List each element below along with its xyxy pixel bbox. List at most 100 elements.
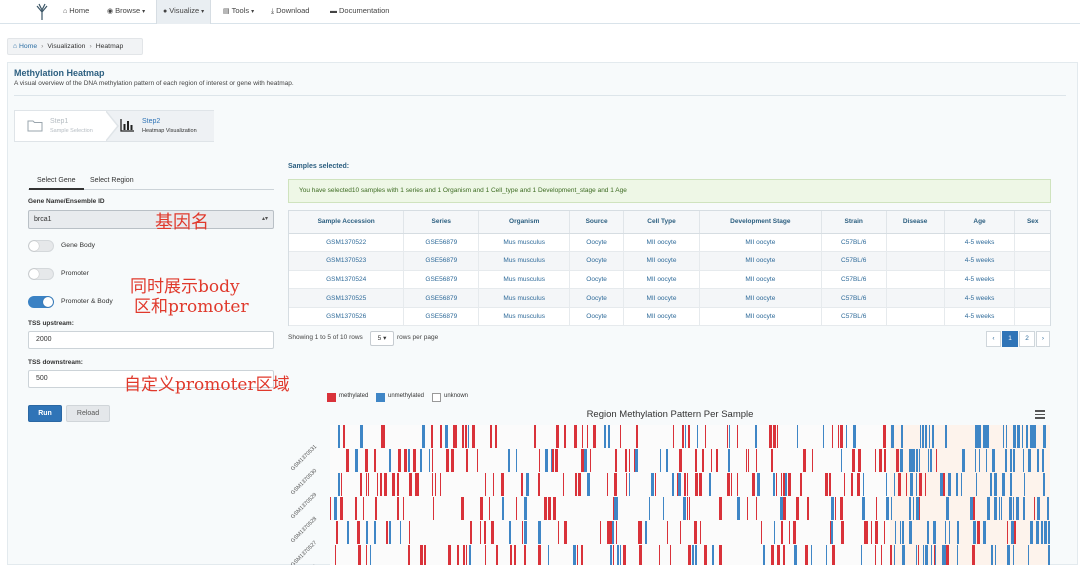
pager-page-1[interactable]: 1 bbox=[1002, 331, 1018, 347]
rows-per-page-select[interactable]: 5 ▾ bbox=[370, 331, 394, 346]
heatmap-cell bbox=[1024, 473, 1025, 496]
column-header[interactable]: Organism bbox=[478, 211, 571, 234]
column-header[interactable]: Cell Type bbox=[623, 211, 700, 234]
table-cell[interactable]: GSE56879 bbox=[403, 233, 480, 253]
step1[interactable]: Step1 Sample Selection bbox=[15, 111, 110, 141]
table-cell[interactable]: GSE56879 bbox=[403, 288, 480, 308]
table-row[interactable]: GSM1370525 GSE56879 Mus musculus Oocyte MII … bbox=[289, 288, 1050, 308]
nav-download[interactable]: ⤓ Download bbox=[271, 0, 309, 24]
heatmap-cell bbox=[983, 521, 986, 544]
heatmap-cell bbox=[922, 425, 923, 448]
heatmap-cell bbox=[886, 497, 889, 520]
table-row[interactable]: GSM1370522 GSE56879 Mus musculus Oocyte MII … bbox=[289, 233, 1050, 253]
pager-next[interactable]: › bbox=[1036, 331, 1050, 347]
heatmap-cell bbox=[774, 521, 775, 544]
breadcrumb-visualization[interactable]: Visualization bbox=[47, 43, 86, 50]
heatmap-cell bbox=[900, 521, 901, 544]
gene-name-select[interactable]: brca1 ▴▾ bbox=[28, 210, 274, 229]
heatmap-cell bbox=[983, 425, 986, 448]
heatmap-cell bbox=[493, 473, 494, 496]
heatmap-cell bbox=[970, 497, 973, 520]
promoter-toggle[interactable] bbox=[28, 268, 54, 280]
table-cell bbox=[1014, 307, 1050, 327]
heatmap-cell bbox=[346, 449, 349, 472]
chart-menu-icon[interactable] bbox=[1035, 410, 1045, 419]
table-cell: 4-5 weeks bbox=[944, 270, 1016, 290]
table-cell[interactable]: GSE56879 bbox=[403, 270, 480, 290]
heatmap-cell bbox=[534, 425, 536, 448]
logo-icon[interactable] bbox=[33, 3, 51, 21]
heatmap-cell bbox=[538, 521, 541, 544]
table-cell[interactable]: GSM1370526 bbox=[289, 307, 405, 327]
column-header[interactable]: Series bbox=[403, 211, 480, 234]
table-cell[interactable]: GSE56879 bbox=[403, 307, 480, 327]
nav-browse[interactable]: ◉ Browse ▾ bbox=[107, 0, 145, 24]
tab-select-region[interactable]: Select Region bbox=[90, 177, 134, 184]
table-cell[interactable]: GSM1370523 bbox=[289, 251, 405, 271]
heatmap-cell bbox=[1041, 521, 1043, 544]
table-row[interactable]: GSM1370526 GSE56879 Mus musculus Oocyte MII … bbox=[289, 307, 1050, 327]
caret-down-icon: ▾ bbox=[201, 9, 205, 15]
heatmap-cell bbox=[1010, 449, 1012, 472]
breadcrumb-home[interactable]: ⌂ Home bbox=[13, 43, 37, 50]
heatmap-cell bbox=[942, 545, 945, 565]
column-header[interactable]: Source bbox=[569, 211, 625, 234]
heatmap-cell bbox=[719, 545, 722, 565]
table-cell: Oocyte bbox=[569, 270, 625, 290]
promoter-body-toggle[interactable] bbox=[28, 296, 54, 308]
pager-prev[interactable]: ‹ bbox=[986, 331, 1001, 347]
gene-body-toggle[interactable] bbox=[28, 240, 54, 252]
heatmap-cell bbox=[1036, 521, 1039, 544]
heatmap-cell bbox=[1037, 449, 1039, 472]
heatmap-cell bbox=[587, 425, 588, 448]
heatmap-cell bbox=[335, 545, 336, 565]
run-button[interactable]: Run bbox=[28, 405, 62, 422]
heatmap-cell bbox=[433, 497, 434, 520]
column-header[interactable]: Development Stage bbox=[699, 211, 822, 234]
nav-home[interactable]: ⌂ Home bbox=[63, 0, 89, 24]
reload-button[interactable]: Reload bbox=[66, 405, 110, 422]
nav-visualize[interactable]: ● Visualize ▾ bbox=[156, 0, 212, 24]
step2[interactable]: Step2 Heatmap Visualization bbox=[115, 111, 213, 141]
table-cell[interactable]: GSM1370525 bbox=[289, 288, 405, 308]
annotation-body-promoter: 同时展示body 区和promoter bbox=[130, 277, 249, 317]
heatmap-cell bbox=[1013, 497, 1014, 520]
heatmap-cell bbox=[841, 449, 842, 472]
gene-region-tabs: Select Gene Select Region bbox=[28, 172, 274, 190]
table-row[interactable]: GSM1370523 GSE56879 Mus musculus Oocyte MII … bbox=[289, 251, 1050, 271]
column-header[interactable]: Age bbox=[944, 211, 1016, 234]
nav-tools[interactable]: ▤ Tools ▾ bbox=[223, 0, 254, 24]
heatmap-cell bbox=[923, 425, 924, 448]
table-cell[interactable]: GSE56879 bbox=[403, 251, 480, 271]
heatmap-cell bbox=[913, 497, 914, 520]
heatmap-cell bbox=[1003, 425, 1004, 448]
column-header[interactable]: Disease bbox=[886, 211, 945, 234]
heatmap-cell bbox=[635, 449, 638, 472]
heatmap-cell bbox=[925, 473, 926, 496]
tss-upstream-input[interactable]: 2000 bbox=[28, 331, 274, 349]
heatmap-cell bbox=[1042, 449, 1044, 472]
column-header[interactable]: Strain bbox=[821, 211, 887, 234]
heatmap-cell bbox=[885, 449, 886, 472]
nav-documentation[interactable]: ▬ Documentation bbox=[330, 0, 389, 24]
heatmap-cell bbox=[891, 497, 892, 520]
heatmap-cell bbox=[389, 449, 391, 472]
table-cell[interactable]: GSM1370524 bbox=[289, 270, 405, 290]
heatmap-cell bbox=[429, 449, 430, 472]
heatmap-cell bbox=[978, 425, 981, 448]
heatmap-cell bbox=[756, 497, 757, 520]
table-row[interactable]: GSM1370524 GSE56879 Mus musculus Oocyte MII … bbox=[289, 270, 1050, 290]
tss-downstream-input[interactable]: 500 bbox=[28, 370, 274, 388]
methylation-heatmap[interactable] bbox=[330, 425, 1050, 565]
heatmap-cell bbox=[812, 449, 813, 472]
tss-downstream-label: TSS downstream: bbox=[28, 359, 83, 366]
heatmap-cell bbox=[1033, 425, 1036, 448]
heatmap-cell bbox=[928, 449, 929, 472]
table-cell[interactable]: GSM1370522 bbox=[289, 233, 405, 253]
tab-select-gene[interactable]: Select Gene bbox=[29, 172, 84, 190]
nav-browse-label: Browse bbox=[115, 6, 141, 15]
pager-page-2[interactable]: 2 bbox=[1019, 331, 1035, 347]
column-header[interactable]: Sample Accession bbox=[289, 211, 405, 234]
column-header[interactable]: Sex bbox=[1014, 211, 1050, 234]
heatmap-cell bbox=[510, 545, 512, 565]
